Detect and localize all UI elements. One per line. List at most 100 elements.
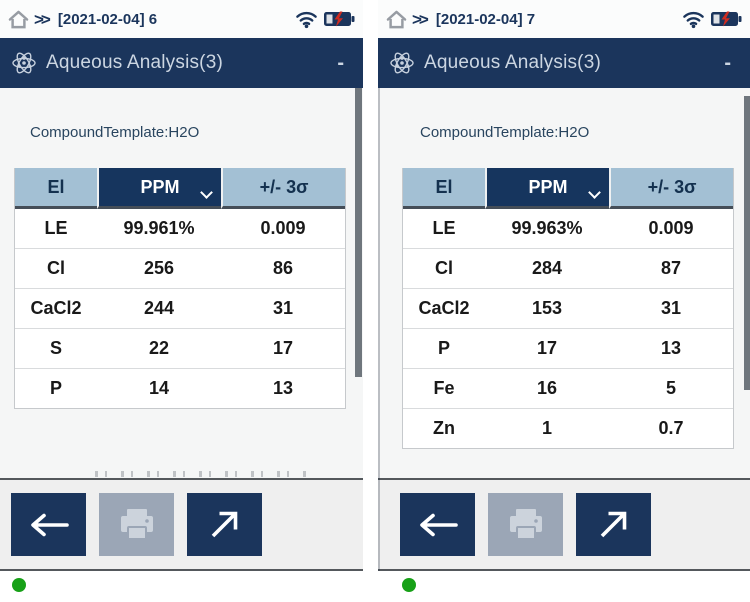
column-header-sigma: +/- 3σ xyxy=(221,168,345,209)
cell-el: Cl xyxy=(403,249,485,289)
results-content: CompoundTemplate:H2O El PPM +/- 3σ LE 99… xyxy=(378,88,750,478)
table-row: LE 99.961% 0.009 xyxy=(15,209,345,249)
bottom-strip xyxy=(378,571,750,602)
cell-ppm: 153 xyxy=(485,289,609,329)
wifi-icon xyxy=(682,10,705,29)
cell-sigma: 13 xyxy=(221,369,345,408)
column-header-el: El xyxy=(15,168,97,209)
arrow-left-icon xyxy=(27,510,71,540)
export-button[interactable] xyxy=(187,493,262,556)
arrow-up-right-icon xyxy=(207,508,243,542)
bottom-divider xyxy=(0,569,363,571)
cell-el: LE xyxy=(15,209,97,249)
table-row: Zn 1 0.7 xyxy=(403,409,733,448)
table-row: Cl 256 86 xyxy=(15,249,345,289)
cell-sigma: 31 xyxy=(609,289,733,329)
table-row: LE 99.963% 0.009 xyxy=(403,209,733,249)
compound-template-label: CompoundTemplate:H2O xyxy=(420,124,590,141)
scrollbar-thumb[interactable] xyxy=(744,96,750,390)
table-row: S 22 17 xyxy=(15,329,345,369)
status-green-dot xyxy=(12,578,26,592)
cell-el: Fe xyxy=(403,369,485,409)
scrollbar-thumb[interactable] xyxy=(355,88,362,377)
results-table: El PPM +/- 3σ LE 99.963% 0.009 Cl 284 87… xyxy=(402,168,734,449)
print-button[interactable] xyxy=(99,493,174,556)
column-header-el: El xyxy=(403,168,485,209)
breadcrumb-chevrons-icon: >> xyxy=(34,9,51,29)
cell-ppm: 244 xyxy=(97,289,221,329)
table-header-row: El PPM +/- 3σ xyxy=(15,168,345,209)
page-title: Aqueous Analysis(3) xyxy=(424,52,602,73)
cell-el: Cl xyxy=(15,249,97,289)
toolbar-divider xyxy=(378,478,750,480)
cell-sigma: 87 xyxy=(609,249,733,289)
table-row: P 14 13 xyxy=(15,369,345,408)
breadcrumb-chevrons-icon: >> xyxy=(412,9,429,29)
back-button[interactable] xyxy=(400,493,475,556)
table-row: P 17 13 xyxy=(403,329,733,369)
cell-el: S xyxy=(15,329,97,369)
bottom-divider xyxy=(378,569,750,571)
column-header-ppm[interactable]: PPM xyxy=(97,168,221,209)
toolbar-divider xyxy=(0,478,363,480)
bottom-strip xyxy=(0,571,363,602)
printer-icon xyxy=(117,507,157,543)
cell-ppm: 1 xyxy=(485,409,609,448)
cell-el: LE xyxy=(403,209,485,249)
back-button[interactable] xyxy=(11,493,86,556)
app-header: Aqueous Analysis(3) - xyxy=(378,38,750,88)
column-header-ppm[interactable]: PPM xyxy=(485,168,609,209)
cell-el: P xyxy=(15,369,97,408)
bottom-toolbar xyxy=(378,480,750,569)
results-table: El PPM +/- 3σ LE 99.961% 0.009 Cl 256 86… xyxy=(14,168,346,409)
cell-sigma: 0.009 xyxy=(609,209,733,249)
cell-ppm: 22 xyxy=(97,329,221,369)
breadcrumb: [2021-02-04] 7 xyxy=(435,10,536,28)
atom-icon xyxy=(389,50,415,76)
cell-sigma: 5 xyxy=(609,369,733,409)
printer-icon xyxy=(506,507,546,543)
page-title: Aqueous Analysis(3) xyxy=(46,52,224,73)
cell-sigma: 0.7 xyxy=(609,409,733,448)
home-icon[interactable] xyxy=(8,10,29,29)
minimize-button[interactable]: - xyxy=(716,53,739,73)
app-header: Aqueous Analysis(3) - xyxy=(0,38,363,88)
cell-el: CaCl2 xyxy=(15,289,97,329)
clipped-scroll-text xyxy=(95,471,313,477)
minimize-button[interactable]: - xyxy=(329,53,352,73)
cell-sigma: 0.009 xyxy=(221,209,345,249)
status-bar: >> [2021-02-04] 6 xyxy=(0,0,363,38)
bottom-toolbar xyxy=(0,480,363,569)
arrow-up-right-icon xyxy=(596,508,632,542)
screen-right: >> [2021-02-04] 7 xyxy=(378,0,750,602)
battery-charging-icon xyxy=(323,10,355,28)
cell-ppm: 17 xyxy=(485,329,609,369)
table-header-row: El PPM +/- 3σ xyxy=(403,168,733,209)
cell-sigma: 13 xyxy=(609,329,733,369)
print-button[interactable] xyxy=(488,493,563,556)
table-row: Cl 284 87 xyxy=(403,249,733,289)
cell-ppm: 256 xyxy=(97,249,221,289)
wifi-icon xyxy=(295,10,318,29)
chevron-down-icon xyxy=(588,186,601,199)
chevron-down-icon xyxy=(200,186,213,199)
cell-ppm: 99.963% xyxy=(485,209,609,249)
cell-ppm: 14 xyxy=(97,369,221,408)
results-content: CompoundTemplate:H2O El PPM +/- 3σ LE 99… xyxy=(0,88,363,478)
cell-sigma: 31 xyxy=(221,289,345,329)
table-row: Fe 16 5 xyxy=(403,369,733,409)
status-green-dot xyxy=(402,578,416,592)
battery-charging-icon xyxy=(710,10,742,28)
home-icon[interactable] xyxy=(386,10,407,29)
export-button[interactable] xyxy=(576,493,651,556)
cell-sigma: 86 xyxy=(221,249,345,289)
compound-template-label: CompoundTemplate:H2O xyxy=(30,124,200,141)
cell-sigma: 17 xyxy=(221,329,345,369)
panel-edge-shadow xyxy=(378,88,380,571)
screen-left: >> [2021-02-04] 6 xyxy=(0,0,363,602)
table-row: CaCl2 153 31 xyxy=(403,289,733,329)
cell-el: CaCl2 xyxy=(403,289,485,329)
atom-icon xyxy=(11,50,37,76)
arrow-left-icon xyxy=(416,510,460,540)
cell-el: P xyxy=(403,329,485,369)
